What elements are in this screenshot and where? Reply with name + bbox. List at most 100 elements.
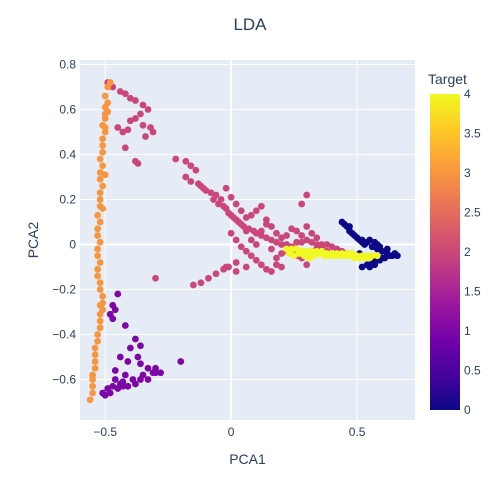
scatter-point (119, 128, 127, 136)
scatter-point (366, 254, 374, 262)
scatter-point (149, 128, 157, 136)
scatter-point (137, 360, 144, 368)
scatter-point (257, 202, 265, 210)
scatter-point (101, 124, 109, 131)
x-axis-title: PCA1 (229, 451, 266, 467)
scatter-point (363, 238, 371, 246)
colorbar-tick-label: 2 (464, 245, 471, 259)
scatter-point (325, 252, 333, 260)
scatter-point (273, 254, 280, 262)
scatter-point (346, 223, 353, 230)
x-tick-label: 0 (228, 425, 235, 439)
scatter-point (227, 229, 235, 237)
scatter-point (237, 243, 245, 251)
scatter-point (351, 254, 358, 262)
scatter-point (303, 261, 311, 269)
y-tick-label: 0.2 (59, 193, 76, 207)
data-points (86, 79, 401, 404)
scatter-point (371, 261, 379, 269)
scatter-point (313, 234, 321, 242)
y-tick-label: 0.6 (59, 103, 76, 117)
scatter-point (124, 382, 132, 390)
scatter-point (252, 241, 260, 248)
scatter-point (157, 369, 165, 377)
scatter-point (109, 315, 117, 323)
scatter-point (391, 250, 399, 257)
chart-title: LDA (233, 15, 267, 34)
scatter-point (144, 376, 152, 383)
scatter-point (197, 279, 205, 287)
scatter-point (91, 364, 99, 372)
scatter-point (137, 110, 144, 118)
scatter-point (104, 83, 112, 91)
scatter-point (96, 155, 104, 163)
scatter-point (124, 358, 132, 365)
scatter-point (252, 207, 260, 215)
scatter-point (96, 189, 104, 197)
y-tick-label: −0.4 (52, 328, 76, 342)
scatter-point (132, 335, 139, 343)
scatter-point (268, 268, 275, 275)
scatter-point (94, 211, 102, 219)
scatter-point (101, 115, 109, 122)
scatter-point (142, 133, 149, 140)
colorbar-title: Target (428, 71, 467, 87)
scatter-point (96, 310, 104, 318)
scatter-point (99, 148, 107, 156)
scatter-point (121, 90, 129, 98)
scatter-point (268, 245, 275, 253)
scatter-point (293, 227, 301, 235)
scatter-point (232, 236, 240, 244)
scatter-point (356, 254, 363, 262)
scatter-point (257, 227, 265, 235)
colorbar-tick-label: 1.5 (464, 285, 481, 299)
scatter-point (137, 342, 144, 350)
scatter-point (262, 220, 270, 228)
scatter-point (341, 252, 348, 260)
scatter-point (89, 389, 96, 397)
scatter-point (94, 331, 102, 338)
scatter-point (172, 155, 180, 163)
colorbar-tick-label: 3 (464, 166, 471, 180)
scatter-point (237, 207, 245, 215)
scatter-point (232, 200, 240, 208)
scatter-point (232, 259, 240, 266)
scatter-point (121, 144, 129, 152)
scatter-point (252, 256, 260, 264)
scatter-point (91, 351, 99, 359)
scatter-point (283, 232, 290, 239)
scatter-point (187, 162, 195, 170)
y-tick-label: 0.4 (59, 148, 76, 162)
scatter-point (144, 364, 152, 372)
scatter-point (177, 358, 185, 365)
scatter-point (278, 241, 285, 248)
scatter-point (134, 353, 142, 361)
scatter-point (212, 270, 220, 278)
scatter-point (222, 263, 230, 271)
scatter-point (96, 286, 104, 293)
scatter-point (247, 211, 255, 219)
scatter-point (187, 178, 195, 185)
scatter-point (96, 317, 104, 325)
scatter-point (139, 101, 147, 109)
scatter-point (96, 301, 104, 309)
scatter-point (189, 281, 197, 289)
scatter-point (116, 353, 124, 361)
scatter-point (111, 376, 119, 383)
y-tick-label: 0.8 (59, 58, 76, 72)
y-axis-title: PCA2 (25, 222, 41, 259)
scatter-point (134, 160, 142, 167)
scatter-point (139, 121, 147, 129)
scatter-point (320, 252, 328, 260)
scatter-point (222, 184, 230, 192)
y-tick-label: 0 (69, 238, 76, 252)
scatter-point (242, 263, 250, 271)
scatter-point (96, 324, 104, 332)
colorbar-tick-label: 0.5 (464, 364, 481, 378)
scatter-point (96, 218, 104, 226)
scatter-point (99, 182, 107, 190)
colorbar-tick-labels: 0 0.5 1 1.5 2 2.5 3 3.5 4 (464, 87, 481, 417)
colorbar (430, 94, 460, 410)
scatter-point (96, 279, 104, 287)
scatter-point (192, 166, 200, 174)
